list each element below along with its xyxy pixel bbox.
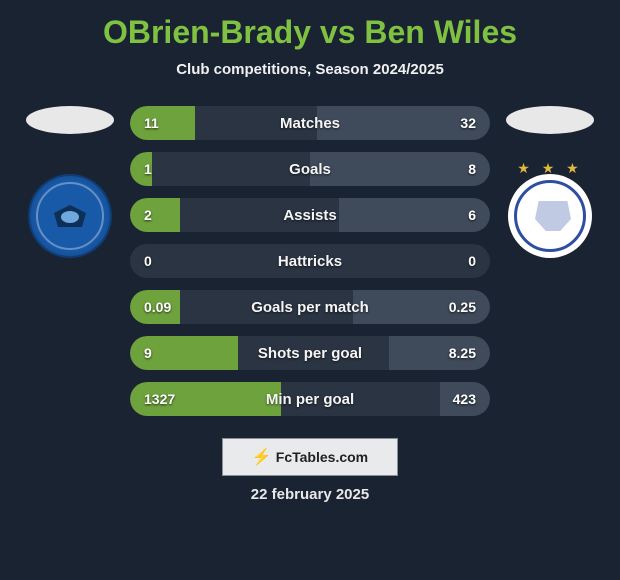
stat-value-right: 8.25 [435,336,490,370]
player-photo-placeholder-left [26,106,114,134]
stat-value-left: 11 [130,106,173,140]
crest-stars-icon: ★ ★ ★ [508,160,592,177]
stat-value-left: 0 [130,244,166,278]
right-player-column: ★ ★ ★ [490,106,610,258]
stat-row: Goals per match0.090.25 [130,290,490,324]
stats-list: Matches11 32 Goals1 8 Assists2 6 Hattricks0 0 Go… [130,106,490,416]
stat-value-right: 423 [439,382,490,416]
stat-row: Hattricks0 0 [130,244,490,278]
stat-value-right: 8 [454,152,490,186]
left-player-column [10,106,130,258]
date-text: 22 february 2025 [0,486,620,503]
stat-label: Goals [130,152,490,186]
stat-value-left: 2 [130,198,166,232]
brand-badge: ⚡ FcTables.com [222,438,398,476]
stat-label: Hattricks [130,244,490,278]
stat-value-right: 0.25 [435,290,490,324]
subtitle: Club competitions, Season 2024/2025 [0,61,620,78]
team-crest-left [28,174,112,258]
stat-value-left: 9 [130,336,166,370]
comparison-panel: Matches11 32 Goals1 8 Assists2 6 Hattricks0 0 Go… [0,106,620,416]
stat-label: Matches [130,106,490,140]
player-photo-placeholder-right [506,106,594,134]
stat-row: Matches11 32 [130,106,490,140]
stat-row: Goals1 8 [130,152,490,186]
stat-label: Assists [130,198,490,232]
stat-value-left: 0.09 [130,290,185,324]
stat-row: Shots per goal98.25 [130,336,490,370]
stat-row: Min per goal1327423 [130,382,490,416]
brand-text: FcTables.com [276,449,368,465]
brand-spark-icon: ⚡ [252,447,272,467]
crest-inner-left [50,201,90,231]
page-title: OBrien-Brady vs Ben Wiles [0,14,620,51]
crest-inner-right [514,180,586,252]
stat-row: Assists2 6 [130,198,490,232]
team-crest-right: ★ ★ ★ [508,174,592,258]
stat-value-right: 32 [446,106,490,140]
stat-value-right: 6 [454,198,490,232]
stat-value-right: 0 [454,244,490,278]
stat-value-left: 1 [130,152,166,186]
stat-value-left: 1327 [130,382,189,416]
